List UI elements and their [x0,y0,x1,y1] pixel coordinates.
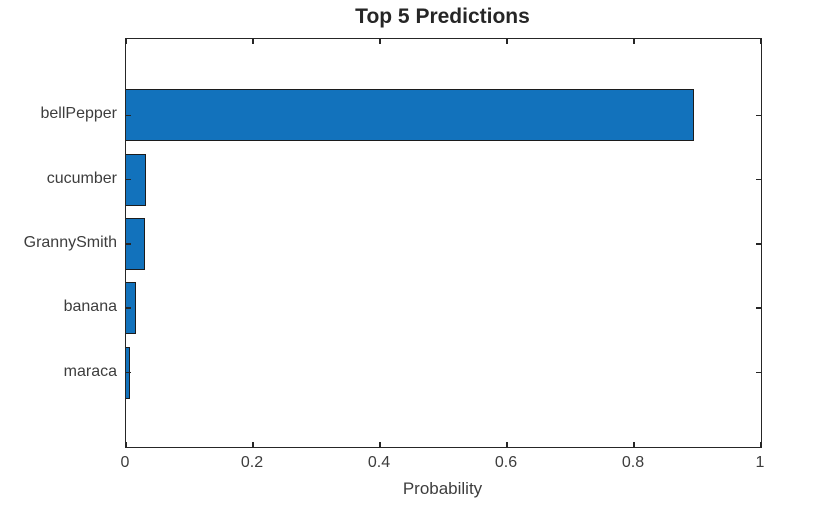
xtick-label-0.2: 0.2 [240,454,264,471]
ytick-label-banana: banana [63,298,117,316]
bar-cucumber [126,153,147,206]
bar-GrannySmith [126,217,146,270]
x-tick-mark-bottom [125,442,127,447]
xtick-label-0: 0 [120,454,130,471]
x-tick-mark-top [379,39,381,44]
x-tick-mark-top [252,39,254,44]
x-tick-mark-bottom [633,442,635,447]
x-tick-mark-bottom [760,442,762,447]
x-tick-mark-top [506,39,508,44]
plot-area [125,38,762,448]
ytick-label-GrannySmith: GrannySmith [23,233,117,251]
ytick-label-cucumber: cucumber [46,169,117,187]
y-tick-mark-right [756,243,761,245]
bar-banana [126,282,137,335]
xtick-label-1: 1 [755,454,765,471]
chart-title: Top 5 Predictions [355,5,530,28]
y-tick-mark-right [756,371,761,374]
xtick-label-0.4: 0.4 [367,454,391,471]
y-tick-mark-left [126,307,131,309]
y-tick-mark-left [126,114,131,117]
y-tick-mark-left [126,371,131,374]
x-tick-mark-bottom [379,442,381,447]
bar-bellPepper [126,89,695,142]
x-tick-mark-bottom [252,442,254,447]
y-tick-mark-left [126,243,131,245]
x-tick-mark-top [633,39,635,44]
x-tick-mark-top [760,39,762,44]
x-axis-label: Probability [402,479,483,498]
y-tick-mark-right [756,307,761,309]
ytick-label-bellPepper: bellPepper [40,105,118,123]
y-tick-mark-right [756,178,761,181]
xtick-label-0.6: 0.6 [494,454,518,471]
x-tick-mark-top [125,39,127,44]
y-tick-mark-left [126,178,131,181]
x-tick-mark-bottom [506,442,508,447]
xtick-label-0.8: 0.8 [621,454,645,471]
ytick-label-maraca: maraca [63,362,117,380]
y-tick-mark-right [756,114,761,117]
